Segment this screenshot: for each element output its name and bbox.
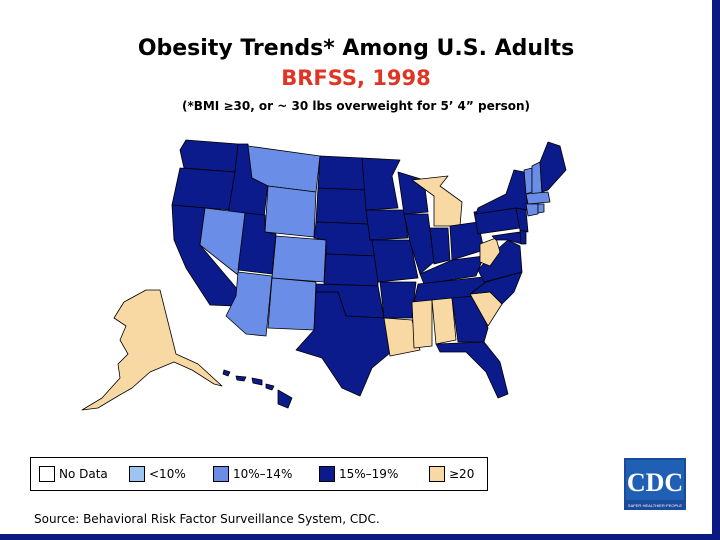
state-KS — [323, 253, 379, 287]
legend: No Data <10% 10%–14% 15%–19% ≥20 — [30, 457, 488, 491]
legend-label-ge20: ≥20 — [449, 467, 475, 481]
state-CT — [525, 203, 539, 217]
state-FL — [435, 341, 509, 399]
legend-swatch-no-data — [39, 466, 55, 482]
state-MO — [371, 239, 419, 283]
us-obesity-map — [81, 139, 567, 411]
state-MI — [411, 175, 463, 227]
state-AL — [431, 297, 457, 345]
state-SD — [315, 187, 369, 225]
legend-swatch-ge20 — [429, 466, 445, 482]
legend-label-lt10: <10% — [149, 467, 186, 481]
state-LA — [383, 317, 421, 357]
state-RI — [537, 203, 545, 214]
state-OR — [171, 167, 236, 211]
state-MD — [491, 231, 523, 245]
state-MN — [361, 157, 401, 211]
state-ND — [317, 155, 367, 191]
legend-label-10-14: 10%–14% — [233, 467, 293, 481]
slide-title: Obesity Trends* Among U.S. Adults — [137, 36, 575, 61]
state-MS — [411, 299, 433, 349]
cdc-logo-text: CDC — [627, 468, 683, 497]
state-ME — [539, 141, 567, 193]
state-IA — [365, 209, 409, 241]
state-CO — [271, 235, 327, 283]
state-WV — [479, 237, 501, 267]
state-KY — [419, 255, 485, 285]
state-NY — [475, 169, 529, 215]
slide-subtitle: BRFSS, 1998 — [281, 66, 431, 90]
state-NM — [267, 277, 317, 331]
state-WI — [397, 171, 429, 215]
legend-swatch-15-19 — [319, 466, 335, 482]
state-HI — [222, 369, 293, 409]
cdc-logo-tagline: SAFER·HEALTHIER·PEOPLE — [628, 503, 682, 508]
state-IL — [403, 213, 435, 275]
state-MA — [525, 191, 551, 205]
legend-label-15-19: 15%–19% — [339, 467, 399, 481]
state-TX — [295, 291, 397, 397]
slide-footnote: (*BMI ≥30, or ~ 30 lbs overweight for 5’… — [181, 99, 531, 113]
legend-swatch-lt10 — [129, 466, 145, 482]
state-AZ — [225, 271, 273, 337]
slide-frame-right — [712, 0, 720, 540]
state-UT — [237, 212, 277, 275]
legend-swatch-10-14 — [213, 466, 229, 482]
state-WY — [264, 185, 317, 238]
state-IN — [429, 227, 451, 265]
source-note: Source: Behavioral Risk Factor Surveilla… — [34, 512, 380, 526]
state-WA — [179, 139, 239, 173]
legend-label-no-data: No Data — [59, 467, 108, 481]
state-AK — [81, 289, 223, 411]
state-AR — [379, 281, 417, 319]
cdc-logo: CDC SAFER·HEALTHIER·PEOPLE — [624, 458, 686, 510]
slide-frame-bottom — [0, 534, 720, 540]
state-DE — [519, 229, 527, 245]
